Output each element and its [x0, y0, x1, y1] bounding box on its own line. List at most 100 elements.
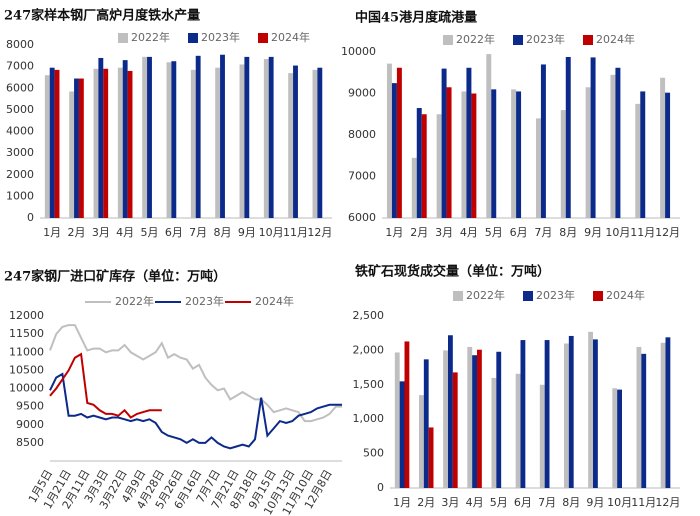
chart-title: 中国45港月度疏港量: [355, 10, 477, 26]
legend-label: 2023年: [526, 32, 565, 46]
x-tick-label: 7月: [538, 496, 556, 509]
x-tick-label: 11月: [283, 226, 308, 239]
bar: [419, 395, 424, 488]
y-tick-label: 8500: [16, 436, 44, 449]
legend-swatch: [188, 33, 198, 43]
y-tick-label: 1000: [6, 189, 34, 202]
legend-swatch: [583, 35, 593, 45]
legend-label: 2024年: [606, 288, 645, 302]
y-tick-label: 6000: [6, 81, 34, 94]
x-tick-label: 4月: [116, 226, 134, 239]
bar: [74, 78, 79, 218]
bar: [421, 114, 427, 218]
legend-label: 2022年: [131, 30, 170, 44]
y-tick-label: 2000: [6, 168, 34, 181]
line: [49, 324, 342, 423]
bar: [660, 77, 666, 218]
bar: [312, 69, 318, 219]
bar: [239, 64, 245, 219]
bar: [428, 427, 434, 488]
bar: [93, 68, 99, 218]
y-tick-label: 8000: [6, 38, 34, 51]
bar: [590, 57, 596, 218]
bar: [220, 54, 225, 219]
chart-title: 247家钢厂进口矿库存（单位：万吨）: [4, 269, 226, 285]
x-tick-label: 10月: [259, 226, 284, 239]
bar: [564, 343, 569, 488]
bar: [317, 67, 323, 218]
y-tick-label: 10000: [9, 382, 44, 395]
bar: [215, 67, 221, 218]
bar: [635, 103, 641, 218]
y-tick-label: 4000: [6, 125, 34, 138]
legend-swatch: [443, 35, 453, 45]
bar: [565, 56, 571, 219]
legend-label: 2024年: [255, 294, 294, 308]
y-tick-label: 9000: [16, 418, 44, 431]
bar: [461, 91, 467, 218]
bar: [268, 56, 274, 218]
bar: [391, 83, 397, 218]
bar: [416, 108, 422, 218]
x-tick-label: 10月: [607, 496, 632, 509]
bar: [496, 351, 502, 488]
legend-swatch: [118, 33, 128, 43]
bar: [568, 335, 574, 488]
y-tick-label: 6000: [348, 211, 376, 224]
bar: [636, 346, 642, 488]
x-tick-label: 8月: [559, 226, 577, 239]
bar: [610, 74, 616, 218]
bar: [588, 331, 593, 488]
x-tick-label: 5月: [485, 226, 503, 239]
bar: [49, 67, 55, 218]
bar: [660, 342, 666, 488]
x-tick-label: 3月: [441, 496, 459, 509]
x-tick-label: 12月: [655, 226, 680, 239]
chart-title: 铁矿石现货成交量（单位：万吨）: [354, 264, 550, 280]
legend-label: 2024年: [271, 30, 310, 44]
legend-swatch: [513, 35, 523, 45]
bar: [452, 372, 458, 488]
y-tick-label: 5000: [6, 103, 34, 116]
bar: [615, 67, 621, 219]
bar: [640, 91, 646, 218]
chart-title: 247家样本钢厂高炉月度铁水产量: [4, 8, 200, 24]
y-tick-label: 11500: [9, 327, 44, 340]
x-tick-label: 10月: [605, 226, 630, 239]
y-tick-label: 0: [27, 211, 34, 224]
bar: [641, 353, 647, 488]
bar: [195, 55, 201, 218]
bar: [544, 340, 550, 488]
y-tick-label: 7000: [6, 60, 34, 73]
bar: [515, 373, 521, 488]
legend-swatch: [593, 291, 603, 301]
bar: [399, 381, 405, 488]
x-tick-label: 3月: [92, 226, 110, 239]
x-tick-label: 11月: [630, 226, 655, 239]
legend-label: 2022年: [115, 294, 154, 308]
x-tick-label: 9月: [586, 496, 604, 509]
legend-label: 2022年: [456, 32, 495, 46]
bar: [411, 157, 417, 218]
bar: [491, 89, 497, 218]
bar: [171, 61, 177, 218]
x-tick-label: 6月: [165, 226, 183, 239]
bar: [520, 340, 526, 488]
x-tick-label: 11月: [631, 496, 656, 509]
bar: [404, 341, 410, 488]
y-tick-label: 3000: [6, 146, 34, 159]
bar: [127, 70, 133, 218]
bar: [516, 91, 522, 218]
bar: [617, 389, 622, 488]
bar: [612, 388, 618, 488]
y-tick-label: 11000: [9, 345, 44, 358]
x-tick-label: 5月: [141, 226, 159, 239]
bar: [511, 89, 517, 218]
x-tick-label: 1月: [385, 226, 403, 239]
bar: [190, 69, 196, 219]
y-tick-label: 7000: [348, 170, 376, 183]
legend-swatch: [523, 291, 533, 301]
x-tick-label: 8月: [214, 226, 232, 239]
bar: [54, 69, 60, 219]
